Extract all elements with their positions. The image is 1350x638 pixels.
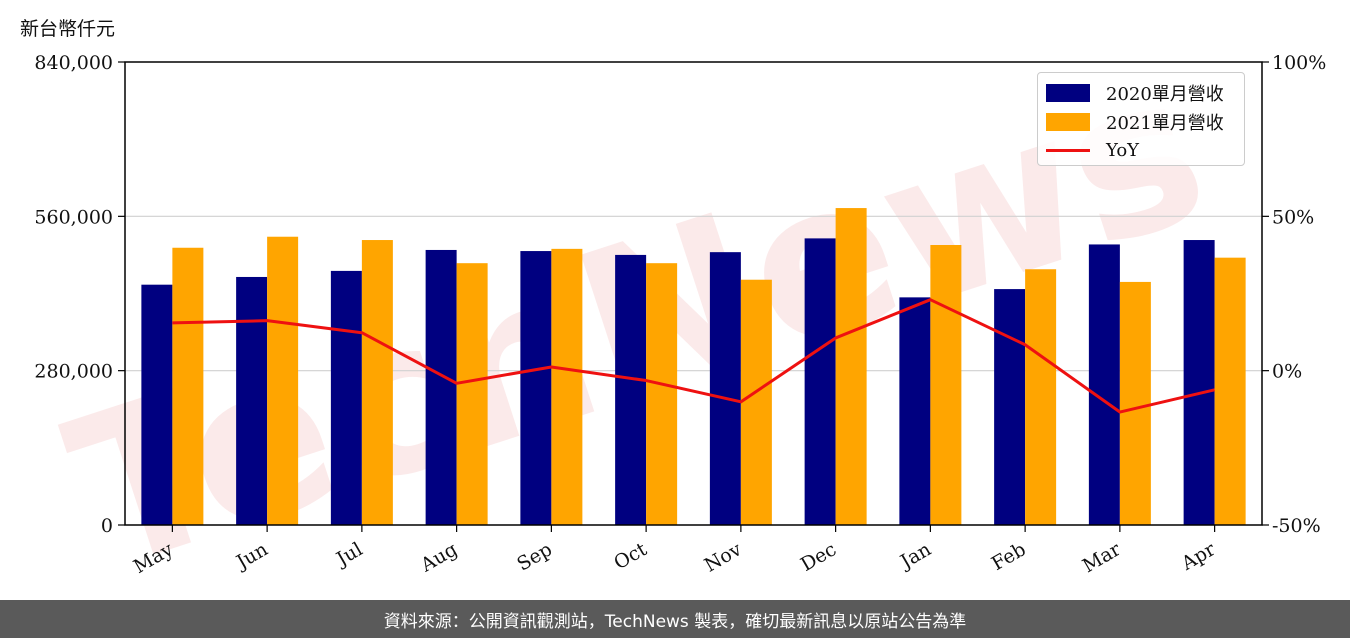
bar-2020-sep: [520, 251, 552, 525]
y-tick-label-right: 100%: [1272, 52, 1326, 74]
legend-item-2021: 2021單月營收: [1046, 107, 1244, 136]
x-tick-label-feb: Feb: [988, 538, 1030, 575]
bar-2020-nov: [709, 252, 741, 526]
x-tick-label-mar: Mar: [1079, 538, 1125, 577]
legend-label-2021: 2021單月營收: [1106, 112, 1224, 134]
bar-2021-jun: [267, 236, 299, 525]
legend-swatch-2021: [1046, 112, 1090, 131]
bar-2021-nov: [740, 279, 772, 525]
bar-2020-oct: [615, 254, 647, 525]
bar-2021-mar: [1119, 281, 1151, 525]
y-tick-label-right: -50%: [1272, 515, 1321, 537]
bar-2021-jul: [361, 240, 393, 525]
y-tick-label-right: 0%: [1272, 361, 1302, 383]
legend: 2020單月營收 2021單月營收 YoY: [1037, 72, 1245, 166]
plot-frame: [124, 61, 1263, 526]
y-tick-label-left: 280,000: [34, 361, 113, 383]
x-tick-label-aug: Aug: [416, 538, 461, 577]
x-tick-label-sep: Sep: [513, 538, 556, 575]
bar-2020-apr: [1183, 240, 1215, 525]
y-axis-unit-label: 新台幣仟元: [20, 18, 116, 40]
x-tick-label-jan: Jan: [895, 538, 935, 574]
y-tick-label-left: 0: [101, 515, 113, 537]
bar-2021-oct: [646, 263, 678, 525]
bar-2020-mar: [1088, 244, 1120, 526]
legend-item-yoy: YoY: [1046, 136, 1244, 165]
bar-2021-sep: [551, 248, 583, 525]
bar-2021-aug: [456, 263, 488, 525]
x-tick-label-oct: Oct: [610, 538, 651, 574]
bar-2021-feb: [1025, 269, 1057, 525]
bar-2021-dec: [835, 208, 867, 525]
bar-2020-feb: [994, 289, 1026, 525]
bar-2020-may: [141, 284, 173, 525]
source-footer: 資料來源：公開資訊觀測站，TechNews 製表，確切最新訊息以原站公告為準: [0, 600, 1350, 638]
legend-label-2020: 2020單月營收: [1106, 83, 1224, 105]
y-tick-label-left: 560,000: [34, 206, 113, 228]
legend-item-2020: 2020單月營收: [1046, 78, 1244, 107]
bar-2020-dec: [804, 238, 836, 525]
legend-swatch-yoy: [1046, 149, 1090, 152]
bar-2020-jun: [236, 276, 268, 525]
revenue-chart: TechNews 0280,000560,000840,000-50%0%50%…: [34, 24, 1326, 600]
yoy-line: [172, 298, 1215, 414]
bar-2020-jul: [330, 270, 362, 525]
x-tick-label-dec: Dec: [797, 538, 840, 576]
bar-2020-aug: [425, 249, 457, 526]
legend-swatch-2020: [1046, 83, 1090, 102]
legend-label-yoy: YoY: [1106, 140, 1140, 161]
x-tick-label-nov: Nov: [701, 538, 746, 577]
bar-2021-apr: [1214, 257, 1246, 525]
y-tick-label-left: 840,000: [34, 52, 113, 74]
y-tick-label-right: 50%: [1272, 206, 1314, 228]
bar-2021-jan: [930, 244, 962, 525]
bar-2021-may: [172, 247, 204, 525]
bar-2020-jan: [899, 297, 931, 525]
x-tick-label-apr: Apr: [1177, 538, 1220, 575]
